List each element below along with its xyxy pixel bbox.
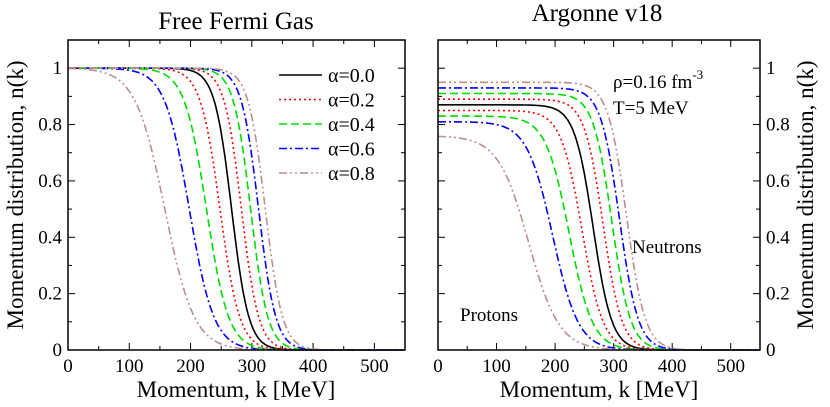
legend-label: α=0.0 [328, 65, 375, 87]
annotation-density-exponent: -3 [692, 67, 703, 82]
x-tick-label: 500 [716, 356, 745, 377]
annotation-temperature: T=5 MeV [613, 98, 689, 119]
panel-left-xlabel: Momentum, k [MeV] [137, 377, 336, 402]
annotation-density: ρ=0.16 fm-3 [613, 67, 703, 93]
legend: α=0.0 α=0.2α=0.4 α=0.6α=0.8 [279, 65, 375, 185]
annotation-neutrons: Neutrons [632, 237, 702, 258]
series-line [438, 98, 760, 351]
x-tick-label: 200 [176, 356, 205, 377]
x-tick-label: 300 [599, 356, 628, 377]
x-tick-label: 400 [658, 356, 687, 377]
panel-right: Argonne v18 0 100 200 300 400 500 0 0.2 0.4 0.6 0.… [433, 0, 818, 402]
legend-label: α=0.8 [328, 163, 375, 185]
y-tick-label: 1 [766, 58, 776, 79]
y-tick-label: 0 [53, 340, 63, 361]
legend-label: α=0.6 [328, 139, 375, 161]
y-tick-label: 0.2 [38, 284, 62, 305]
x-tick-label: 0 [63, 356, 73, 377]
series-line [438, 115, 760, 351]
y-tick-label: 0.6 [38, 171, 62, 192]
y-tick-label: 0 [766, 340, 776, 361]
plot-right: 0 100 200 300 400 500 0 0.2 0.4 0.6 0.8 1 [433, 39, 790, 377]
y-tick-label: 0.8 [38, 115, 62, 136]
x-tick-label: 100 [115, 356, 144, 377]
series-line [68, 67, 405, 351]
y-tick-label: 0.6 [766, 171, 790, 192]
ylabel-left: Momentum distribution, n(k) [3, 61, 28, 330]
ylabel-right: Momentum distribution, n(k) [793, 61, 818, 330]
panel-right-xlabel: Momentum, k [MeV] [500, 377, 699, 402]
y-tick-label: 0.2 [766, 284, 790, 305]
x-tick-label: 100 [482, 356, 511, 377]
plot-left-frame [67, 39, 406, 351]
legend-label: α=0.4 [328, 114, 375, 136]
x-tick-label: 0 [433, 356, 443, 377]
legend-label: α=0.2 [328, 90, 375, 112]
annotation-protons: Protons [460, 305, 518, 326]
x-tick-label: 400 [299, 356, 328, 377]
x-tick-label: 500 [360, 356, 389, 377]
plot-right-frame [437, 39, 761, 351]
y-tick-label: 1 [53, 58, 63, 79]
panel-left: Free Fermi Gas 0 100 200 300 400 500 0 0.2 0.4 0.… [3, 8, 406, 402]
x-tick-label: 200 [541, 356, 570, 377]
annotation-density-text: ρ=0.16 fm [613, 72, 693, 93]
panel-right-title: Argonne v18 [532, 0, 663, 27]
y-tick-label: 0.8 [766, 115, 790, 136]
y-tick-label: 0.4 [766, 227, 790, 248]
panel-left-title: Free Fermi Gas [158, 8, 314, 35]
series-line [438, 109, 760, 351]
y-tick-label: 0.4 [38, 227, 62, 248]
x-tick-label: 300 [238, 356, 267, 377]
series-line [68, 67, 405, 351]
